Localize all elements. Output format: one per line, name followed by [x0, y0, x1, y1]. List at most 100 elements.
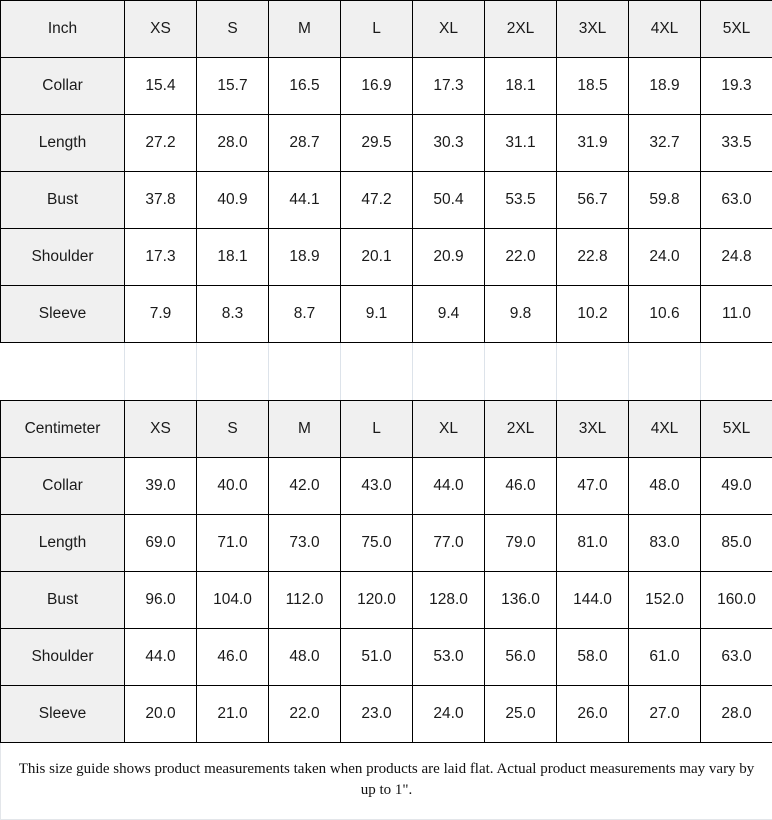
measurement-value: 39.0: [125, 458, 197, 515]
column-header-m: M: [269, 1, 341, 58]
measurement-value: 37.8: [125, 172, 197, 229]
measurement-value: 160.0: [701, 572, 772, 629]
measurement-value: 25.0: [485, 686, 557, 743]
column-header-3xl: 3XL: [557, 401, 629, 458]
measurement-label-shoulder: Shoulder: [1, 229, 125, 286]
measurement-value: 22.0: [269, 686, 341, 743]
measurement-value: 16.5: [269, 58, 341, 115]
column-header-xs: XS: [125, 401, 197, 458]
measurement-value: 27.2: [125, 115, 197, 172]
measurement-value: 24.0: [413, 686, 485, 743]
spacer-cell: [269, 343, 341, 401]
measurement-value: 31.9: [557, 115, 629, 172]
measurement-value: 30.3: [413, 115, 485, 172]
measurement-value: 47.2: [341, 172, 413, 229]
measurement-value: 51.0: [341, 629, 413, 686]
measurement-value: 20.1: [341, 229, 413, 286]
measurement-value: 77.0: [413, 515, 485, 572]
column-header-xl: XL: [413, 401, 485, 458]
measurement-value: 104.0: [197, 572, 269, 629]
column-header-xl: XL: [413, 1, 485, 58]
measurement-value: 56.7: [557, 172, 629, 229]
measurement-value: 49.0: [701, 458, 772, 515]
measurement-value: 22.0: [485, 229, 557, 286]
measurement-value: 112.0: [269, 572, 341, 629]
measurement-value: 19.3: [701, 58, 772, 115]
measurement-value: 15.7: [197, 58, 269, 115]
measurement-value: 81.0: [557, 515, 629, 572]
measurement-value: 18.1: [197, 229, 269, 286]
measurement-value: 144.0: [557, 572, 629, 629]
measurement-value: 48.0: [269, 629, 341, 686]
measurement-value: 33.5: [701, 115, 772, 172]
footer-note: This size guide shows product measuremen…: [1, 743, 772, 820]
spacer-cell: [125, 343, 197, 401]
measurement-value: 18.9: [269, 229, 341, 286]
measurement-value: 9.4: [413, 286, 485, 343]
measurement-value: 29.5: [341, 115, 413, 172]
measurement-value: 85.0: [701, 515, 772, 572]
measurement-value: 44.1: [269, 172, 341, 229]
measurement-label-length: Length: [1, 515, 125, 572]
measurement-value: 20.0: [125, 686, 197, 743]
column-header-4xl: 4XL: [629, 1, 701, 58]
spacer-cell: [485, 343, 557, 401]
measurement-value: 8.3: [197, 286, 269, 343]
measurement-value: 40.9: [197, 172, 269, 229]
measurement-value: 40.0: [197, 458, 269, 515]
measurement-value: 22.8: [557, 229, 629, 286]
spacer-cell: [1, 343, 125, 401]
column-header-l: L: [341, 1, 413, 58]
measurement-value: 75.0: [341, 515, 413, 572]
column-header-5xl: 5XL: [701, 1, 772, 58]
measurement-label-bust: Bust: [1, 172, 125, 229]
measurement-value: 9.1: [341, 286, 413, 343]
measurement-value: 120.0: [341, 572, 413, 629]
spacer-cell: [629, 343, 701, 401]
measurement-value: 58.0: [557, 629, 629, 686]
column-header-3xl: 3XL: [557, 1, 629, 58]
measurement-value: 46.0: [197, 629, 269, 686]
measurement-value: 32.7: [629, 115, 701, 172]
column-header-xs: XS: [125, 1, 197, 58]
measurement-value: 18.9: [629, 58, 701, 115]
column-header-4xl: 4XL: [629, 401, 701, 458]
measurement-value: 48.0: [629, 458, 701, 515]
measurement-value: 21.0: [197, 686, 269, 743]
spacer-cell: [701, 343, 772, 401]
measurement-value: 27.0: [629, 686, 701, 743]
measurement-value: 63.0: [701, 629, 772, 686]
column-header-2xl: 2XL: [485, 1, 557, 58]
measurement-value: 46.0: [485, 458, 557, 515]
unit-label-centimeter: Centimeter: [1, 401, 125, 458]
measurement-label-sleeve: Sleeve: [1, 286, 125, 343]
measurement-value: 23.0: [341, 686, 413, 743]
measurement-value: 11.0: [701, 286, 772, 343]
measurement-value: 28.7: [269, 115, 341, 172]
column-header-l: L: [341, 401, 413, 458]
measurement-label-length: Length: [1, 115, 125, 172]
measurement-value: 79.0: [485, 515, 557, 572]
spacer-cell: [413, 343, 485, 401]
measurement-value: 8.7: [269, 286, 341, 343]
measurement-value: 63.0: [701, 172, 772, 229]
measurement-value: 83.0: [629, 515, 701, 572]
measurement-label-sleeve: Sleeve: [1, 686, 125, 743]
measurement-value: 152.0: [629, 572, 701, 629]
measurement-value: 61.0: [629, 629, 701, 686]
measurement-value: 24.0: [629, 229, 701, 286]
measurement-value: 59.8: [629, 172, 701, 229]
column-header-m: M: [269, 401, 341, 458]
measurement-value: 28.0: [197, 115, 269, 172]
measurement-value: 136.0: [485, 572, 557, 629]
measurement-value: 24.8: [701, 229, 772, 286]
measurement-value: 71.0: [197, 515, 269, 572]
